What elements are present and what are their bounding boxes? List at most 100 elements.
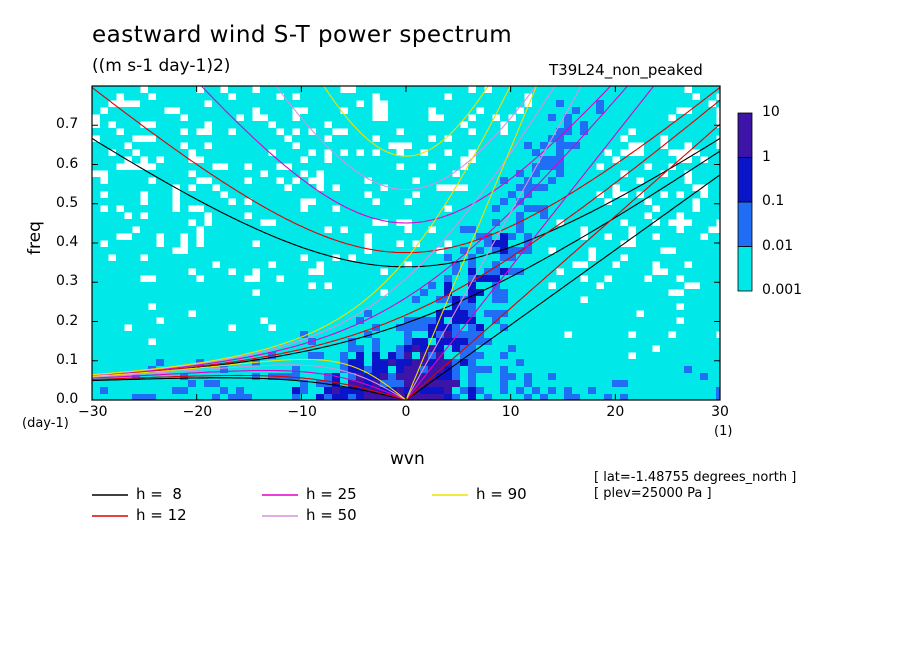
spectral-power-cell [132,205,141,213]
spectral-power-cell [164,331,173,339]
spectral-power-cell [468,247,477,255]
spectral-power-cell [164,163,173,171]
spectral-power-cell [180,261,189,269]
spectral-power-cell [300,268,309,276]
spectral-power-cell [652,170,661,178]
spectral-power-cell [708,170,717,178]
spectral-power-cell [524,107,533,115]
spectral-power-cell [644,226,653,234]
spectral-power-cell [260,163,269,171]
colorbar-segment [737,201,753,247]
spectral-power-cell [340,198,349,206]
spectral-power-cell [284,261,293,269]
spectral-power-cell [388,128,397,136]
spectral-power-cell [476,268,485,276]
spectral-power-cell [700,205,709,213]
spectral-power-cell [388,93,397,101]
spectral-power-cell [220,198,229,206]
spectral-power-cell [588,205,597,213]
spectral-power-cell [620,198,629,206]
spectral-power-cell [604,324,613,332]
spectral-power-cell [148,212,157,220]
spectral-power-cell [324,303,333,311]
spectral-power-cell [652,198,661,206]
spectral-power-cell [340,247,349,255]
spectral-power-cell [484,247,493,255]
spectral-power-cell [332,387,341,395]
spectral-power-cell [172,296,181,304]
spectral-power-cell [260,366,269,374]
spectral-power-cell [172,268,181,276]
spectral-power-cell [444,394,453,400]
spectral-power-cell [268,282,277,290]
spectral-power-cell [540,331,549,339]
spectral-power-cell [372,163,381,171]
spectral-power-cell [228,380,237,388]
spectral-power-cell [668,254,677,262]
spectral-power-cell [188,380,197,388]
spectral-power-cell [604,303,613,311]
spectral-power-cell [444,338,453,346]
spectral-power-cell [468,296,477,304]
spectral-power-cell [148,345,157,353]
y-axis-label: freq [24,221,45,255]
spectral-power-cell [580,247,589,255]
spectral-power-cell [476,233,485,241]
spectral-power-cell [500,324,509,332]
spectral-power-cell [244,380,253,388]
spectral-power-cell [108,387,117,395]
spectral-power-cell [220,380,229,388]
spectral-power-cell [644,191,653,199]
spectral-power-cell [596,121,605,129]
spectral-power-cell [228,205,237,213]
spectral-power-cell [356,338,365,346]
spectral-power-cell [300,310,309,318]
spectral-power-cell [660,317,669,325]
spectral-power-cell [356,380,365,388]
spectral-power-cell [524,345,533,353]
spectral-power-cell [188,107,197,115]
spectral-power-cell [500,296,509,304]
spectral-power-cell [148,359,157,367]
spectral-power-cell [132,394,141,400]
spectral-power-cell [364,373,373,381]
spectral-power-cell [596,142,605,150]
spectral-power-cell [660,149,669,157]
spectral-power-cell [468,366,477,374]
spectral-power-cell [564,163,573,171]
spectral-power-cell [412,86,421,94]
spectral-power-cell [364,331,373,339]
spectral-power-cell [124,366,133,374]
spectral-power-cell [116,142,125,150]
spectral-power-cell [380,282,389,290]
spectral-power-cell [332,163,341,171]
spectral-power-cell [228,149,237,157]
x-tick-label: 20 [606,404,625,420]
spectral-power-cell [268,107,277,115]
spectral-power-cell [708,184,717,192]
spectral-power-cell [620,303,629,311]
spectral-power-cell [268,114,277,122]
spectral-power-cell [356,324,365,332]
spectral-power-cell [148,289,157,297]
spectral-power-cell [260,226,269,234]
spectral-power-cell [220,114,229,122]
spectral-power-cell [372,310,381,318]
spectral-power-cell [620,177,629,185]
spectral-power-cell [92,324,101,332]
spectral-power-cell [100,86,109,94]
spectral-power-cell [500,282,509,290]
spectral-power-cell [652,352,661,360]
spectral-power-cell [108,310,117,318]
spectral-power-cell [172,345,181,353]
spectral-power-cell [228,163,237,171]
spectral-power-cell [92,366,101,374]
spectral-power-cell [92,156,101,164]
spectral-power-cell [620,163,629,171]
spectral-power-cell [204,310,213,318]
spectral-power-cell [684,352,693,360]
spectral-power-cell [540,247,549,255]
spectral-power-cell [204,268,213,276]
spectral-power-cell [700,114,709,122]
spectral-power-cell [220,205,229,213]
